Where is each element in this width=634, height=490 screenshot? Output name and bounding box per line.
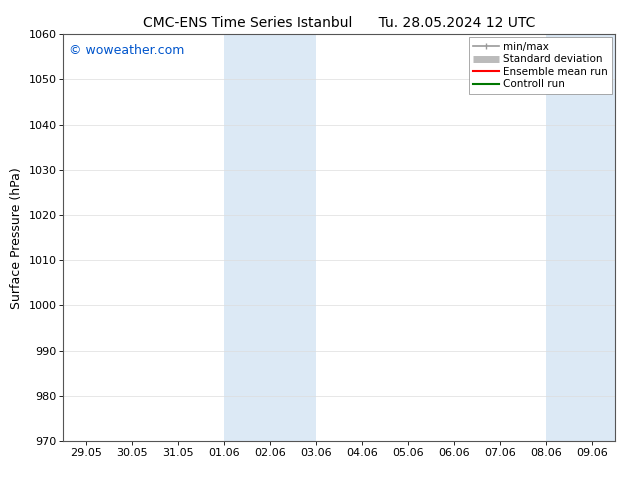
- Y-axis label: Surface Pressure (hPa): Surface Pressure (hPa): [10, 167, 23, 309]
- Bar: [224, 34, 316, 441]
- Legend: min/max, Standard deviation, Ensemble mean run, Controll run: min/max, Standard deviation, Ensemble me…: [469, 37, 612, 94]
- Bar: [546, 34, 615, 441]
- Text: © woweather.com: © woweather.com: [69, 45, 184, 57]
- Title: CMC-ENS Time Series Istanbul      Tu. 28.05.2024 12 UTC: CMC-ENS Time Series Istanbul Tu. 28.05.2…: [143, 16, 535, 30]
